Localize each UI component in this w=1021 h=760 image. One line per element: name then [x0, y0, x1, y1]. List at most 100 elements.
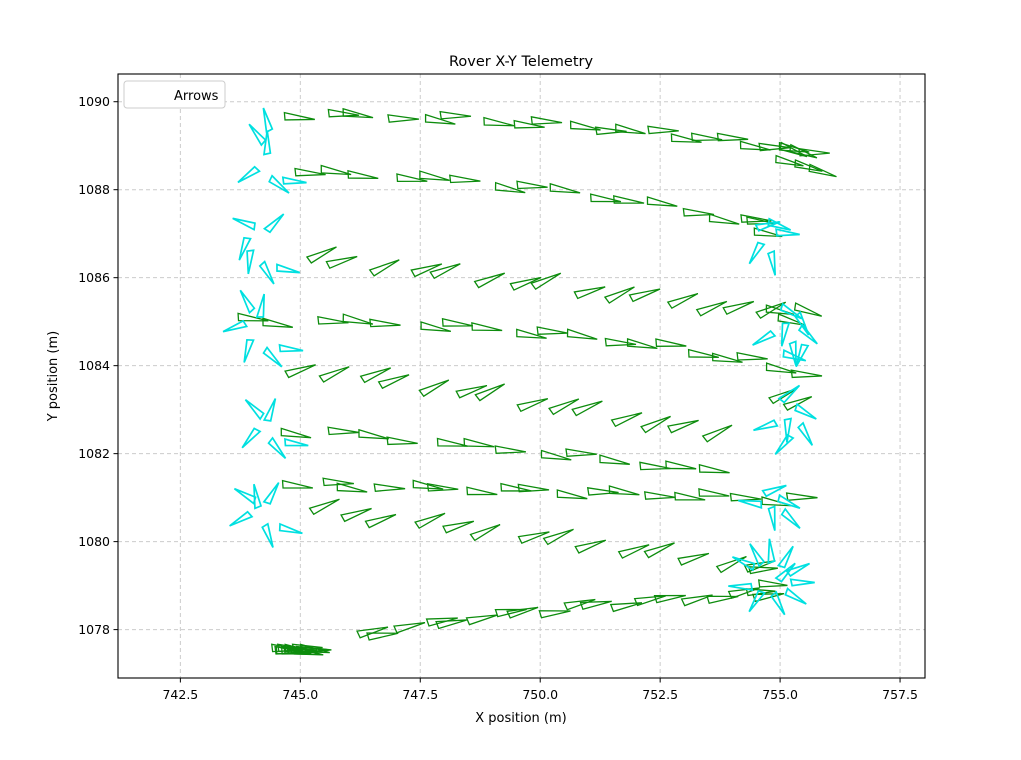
path-arrow — [318, 366, 350, 383]
path-arrow — [283, 111, 315, 121]
x-tick-label: 745.0 — [282, 687, 318, 702]
path-arrow — [342, 313, 374, 325]
x-tick-label: 747.5 — [402, 687, 438, 702]
turn-arrow — [767, 249, 777, 276]
path-arrow — [513, 119, 545, 129]
path-arrow-dense — [808, 163, 837, 178]
turn-arrow — [229, 510, 254, 527]
path-arrow — [617, 544, 650, 559]
turn-arrow — [780, 507, 801, 529]
path-arrow — [368, 259, 400, 277]
path-arrow — [739, 140, 771, 151]
path-arrow — [396, 173, 428, 182]
path-arrow — [474, 383, 506, 402]
path-arrow-dense — [789, 143, 818, 159]
turn-arrow — [281, 176, 307, 185]
start-cluster-arrow — [293, 645, 324, 656]
turn-arrow — [267, 436, 287, 460]
path-arrow — [674, 491, 706, 501]
path-arrow — [549, 182, 581, 194]
path-arrow — [327, 426, 359, 436]
path-arrow — [594, 126, 627, 136]
path-arrow — [589, 193, 622, 203]
path-arrow — [628, 288, 661, 303]
turn-arrow — [777, 384, 801, 404]
turn-arrow — [728, 582, 754, 592]
turn-arrow — [770, 590, 786, 616]
turn-arrow — [776, 545, 794, 569]
turn-arrow — [777, 493, 801, 510]
turn-arrow — [243, 338, 255, 363]
path-arrow-dense — [768, 388, 798, 405]
legend: Arrows — [123, 80, 226, 109]
turn-arrow — [244, 399, 265, 421]
grid-layer — [118, 74, 925, 678]
path-arrow — [322, 477, 354, 487]
path-arrow — [653, 594, 686, 604]
path-arrow — [613, 194, 645, 204]
path-arrow — [677, 552, 710, 566]
path-arrow — [603, 286, 635, 304]
turn-arrow — [276, 263, 301, 274]
path-arrow — [639, 461, 671, 471]
path-arrow — [494, 445, 527, 454]
turn-arrow — [767, 217, 792, 231]
path-arrow — [646, 196, 678, 207]
arrows-layer — [222, 107, 837, 656]
path-arrow-dense — [745, 588, 776, 597]
turn-arrow — [258, 260, 275, 285]
path-arrow — [666, 292, 699, 310]
axes-layer: 742.5 745.0 747.5 750.0 752.5 755.0 757.5 1078 1… — [78, 73, 926, 702]
path-arrow — [609, 602, 643, 613]
path-arrow — [666, 419, 699, 434]
path-arrow — [722, 300, 755, 316]
y-axis-label: Y position (m) — [46, 331, 61, 423]
path-arrow — [542, 528, 574, 546]
y-tick-label: 1080 — [78, 534, 110, 549]
legend-label: Arrows — [174, 89, 219, 104]
turn-arrow — [261, 522, 274, 548]
path-arrow — [517, 483, 550, 493]
turn-arrow — [262, 346, 283, 368]
path-arrow — [571, 400, 603, 417]
path-arrow — [711, 352, 743, 363]
turn-arrow — [262, 213, 285, 234]
turn-arrow — [754, 220, 781, 232]
path-arrow — [643, 542, 675, 559]
path-arrow — [640, 415, 671, 434]
path-arrow — [347, 169, 379, 179]
path-arrow — [387, 114, 419, 123]
turn-arrow — [789, 578, 815, 587]
turn-arrow — [784, 587, 807, 605]
x-tick-label: 755.0 — [762, 687, 798, 702]
path-arrow — [419, 170, 450, 182]
turn-arrow — [232, 217, 256, 231]
legend-handle — [132, 88, 166, 101]
path-arrow — [765, 362, 797, 374]
path-arrow — [695, 300, 728, 317]
path-arrow — [701, 424, 733, 443]
path-arrow — [706, 595, 739, 605]
turn-arrow — [797, 421, 814, 446]
turn-arrow — [262, 398, 277, 422]
path-arrow — [540, 449, 572, 461]
path-arrow — [670, 133, 702, 143]
plot-border — [117, 73, 926, 679]
path-arrow — [751, 592, 785, 603]
path-arrow — [698, 463, 730, 474]
path-arrow — [320, 164, 352, 176]
turn-arrow — [797, 323, 818, 345]
path-arrow — [680, 594, 713, 607]
path-arrow — [359, 367, 392, 384]
path-arrow — [610, 412, 643, 428]
path-arrow — [761, 496, 793, 507]
turn-arrow — [278, 343, 304, 353]
path-arrow — [336, 482, 368, 493]
path-arrow-dense — [753, 227, 783, 238]
turn-arrow — [738, 499, 763, 510]
path-arrow — [369, 318, 401, 328]
path-arrow — [364, 513, 397, 529]
path-arrow — [548, 398, 580, 416]
turn-arrow — [783, 417, 793, 443]
